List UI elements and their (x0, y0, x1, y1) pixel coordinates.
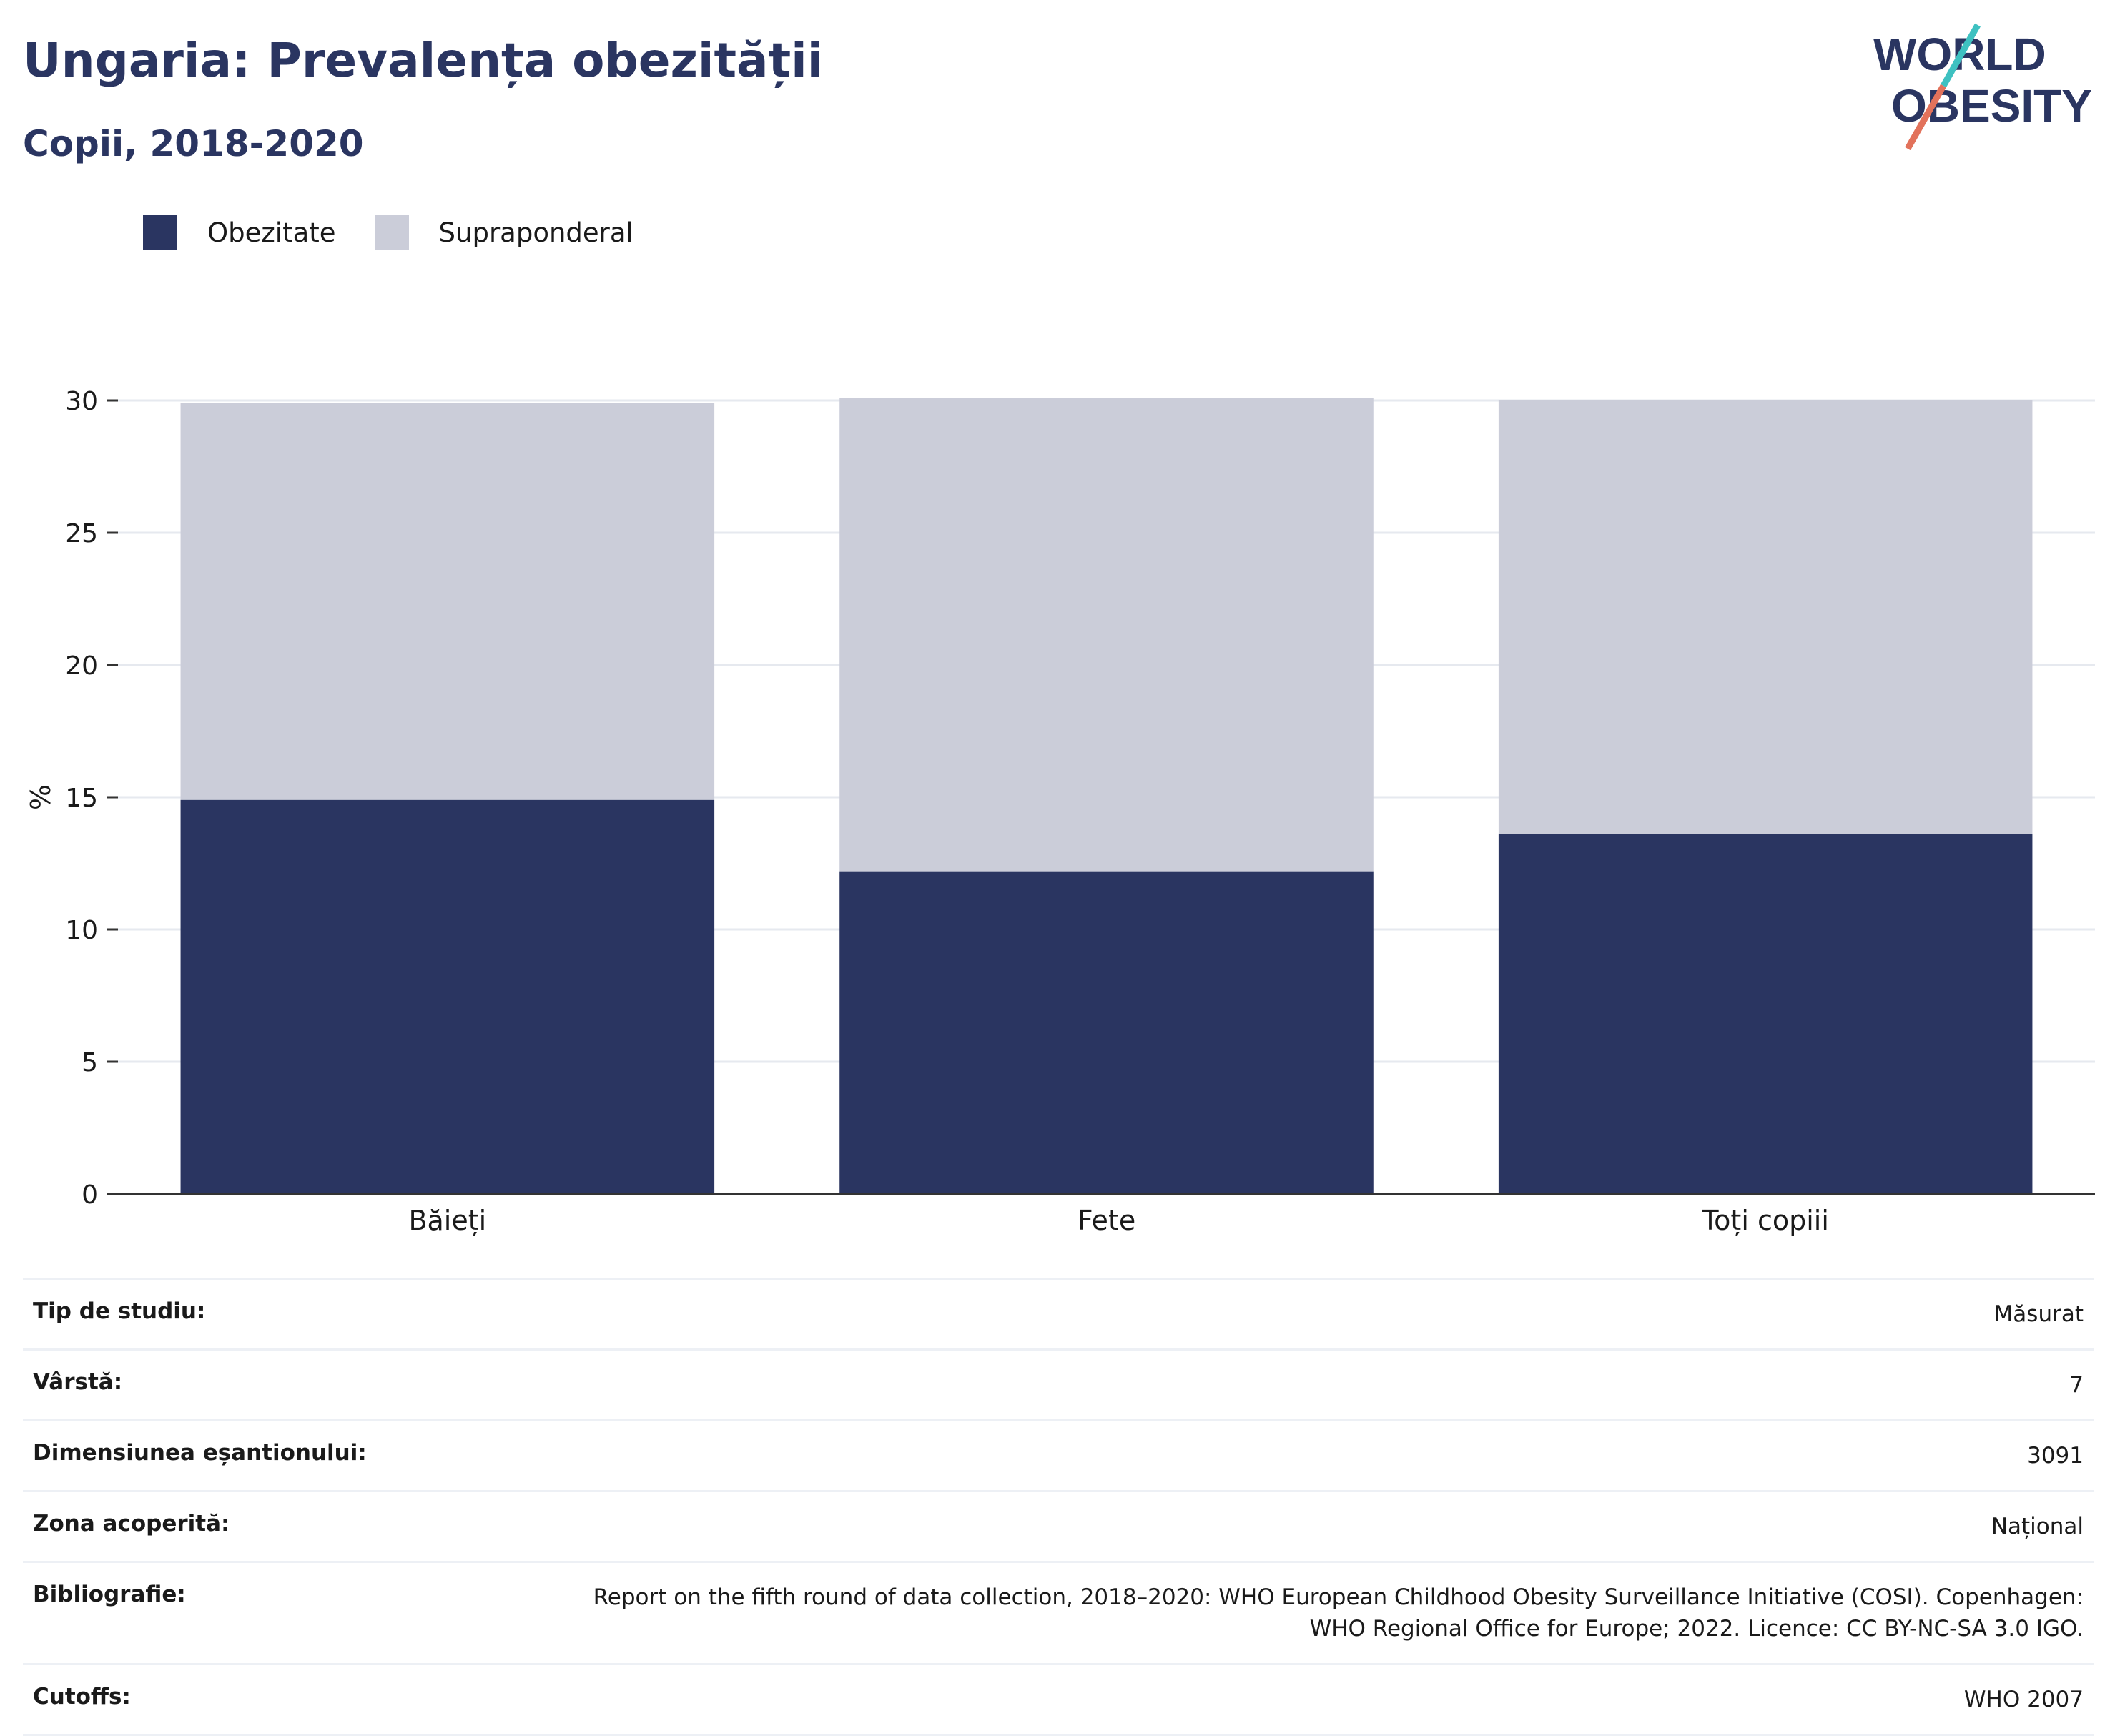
stacked-bar-chart: 0 5 10 15 20 25 30% Băieți Fete Toți copiii (25, 387, 2095, 1236)
info-value: Report on the fifth round of data collec… (472, 1562, 2094, 1665)
info-value: WHO 2007 (472, 1664, 2094, 1736)
info-key: Bibliografie: (23, 1562, 472, 1665)
page-subtitle: Copii, 2018-2020 (23, 123, 364, 164)
legend-swatch-obesity (143, 215, 177, 250)
info-value: 7 (472, 1349, 2094, 1421)
info-value: 3091 (472, 1420, 2094, 1492)
info-row-bibliography: Bibliografie: Report on the fifth round … (23, 1562, 2094, 1665)
info-value: Național (472, 1491, 2094, 1563)
bar-obesity (1498, 834, 2033, 1194)
bibliography-line-2: WHO Regional Office for Europe; 2022. Li… (1309, 1616, 2084, 1642)
logo-slash-teal (1941, 23, 1981, 88)
info-row-study-type: Tip de studiu: Măsurat (23, 1278, 2094, 1351)
info-key: Vârstă: (23, 1349, 472, 1421)
bibliography-line-1: Report on the fifth round of data collec… (593, 1584, 2084, 1610)
y-tick-label: 5 (82, 1048, 98, 1077)
bar-obesity (839, 871, 1374, 1194)
info-row-age: Vârstă: 7 (23, 1349, 2094, 1421)
info-row-area: Zona acoperită: Național (23, 1491, 2094, 1563)
page-title: Ungaria: Prevalența obezității (23, 33, 824, 88)
x-tick-label: Toți copiii (1701, 1205, 1828, 1236)
legend-swatch-overweight (374, 215, 409, 250)
info-key: Dimensiunea eșantionului: (23, 1420, 472, 1492)
info-key: Tip de studiu: (23, 1278, 472, 1351)
logo-slash-coral (1905, 84, 1946, 150)
y-tick-label: 20 (65, 651, 98, 681)
info-row-sample-size: Dimensiunea eșantionului: 3091 (23, 1420, 2094, 1492)
legend-label-obesity: Obezitate (207, 217, 336, 248)
x-tick-label: Băieți (408, 1205, 486, 1236)
info-key: Cutoffs: (23, 1664, 472, 1736)
bar-obesity (180, 799, 715, 1194)
info-key: Zona acoperită: (23, 1491, 472, 1563)
y-tick-label: 15 (65, 784, 98, 813)
bar-overweight (1498, 400, 2033, 834)
world-obesity-logo: WORLD OBESITY (1873, 23, 2092, 150)
chart-legend: Obezitate Supraponderal (143, 214, 672, 250)
info-value: Măsurat (472, 1278, 2094, 1351)
y-axis-label: % (25, 784, 56, 810)
legend-item-obesity: Obezitate (143, 215, 336, 250)
y-tick-label: 25 (65, 519, 98, 548)
info-row-cutoffs: Cutoffs: WHO 2007 (23, 1664, 2094, 1736)
y-tick-label: 0 (82, 1180, 98, 1210)
legend-item-overweight: Supraponderal (374, 215, 633, 250)
legend-label-overweight: Supraponderal (438, 217, 633, 248)
info-table: Tip de studiu: Măsurat Vârstă: 7 Dimensi… (23, 1278, 2094, 1736)
bar-overweight (180, 403, 715, 800)
y-tick-label: 10 (65, 916, 98, 945)
y-tick-label: 30 (65, 387, 98, 416)
x-tick-label: Fete (1078, 1205, 1135, 1236)
bar-overweight (839, 398, 1374, 872)
